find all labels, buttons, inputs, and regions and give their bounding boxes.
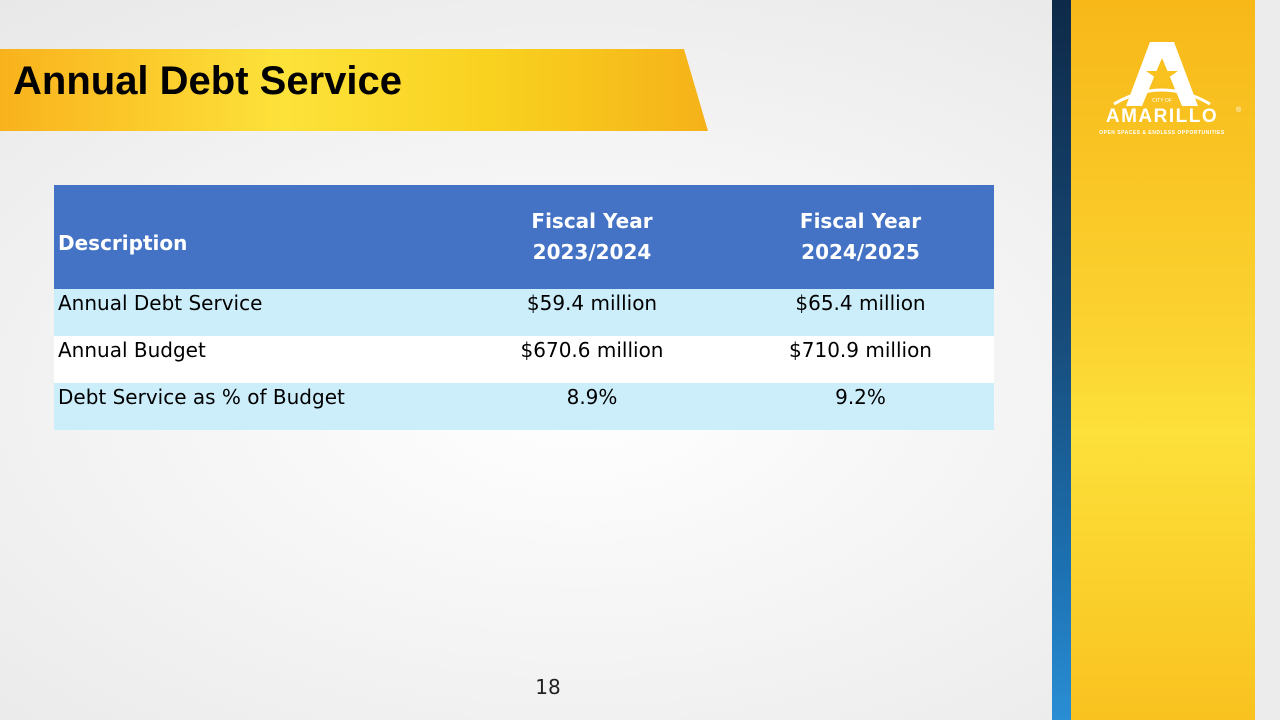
page-number: 18 [535, 675, 561, 699]
side-edge-strip [1255, 0, 1280, 720]
header-fy-2023-2024-line1: Fiscal Year [531, 209, 653, 233]
header-fy-2023-2024: Fiscal Year 2023/2024 [457, 185, 727, 289]
table-row: Annual Budget $670.6 million $710.9 mill… [54, 336, 994, 383]
header-fy-2024-2025-line1: Fiscal Year [799, 209, 922, 233]
logo-small-text: CITY OF [1152, 98, 1172, 104]
row-description: Annual Budget [54, 336, 457, 383]
logo-registered-mark: ® [1236, 107, 1242, 114]
header-fy-2023-2024-line2: 2023/2024 [532, 240, 652, 264]
row-value-fy-2023-2024: 8.9% [457, 383, 727, 430]
row-value-fy-2024-2025: $710.9 million [727, 336, 994, 383]
row-description: Annual Debt Service [54, 289, 457, 336]
title-banner [0, 49, 708, 131]
row-value-fy-2024-2025: $65.4 million [727, 289, 994, 336]
city-logo: CITY OF AMARILLO ® OPEN SPACES & ENDLESS… [1086, 40, 1246, 140]
logo-tagline: OPEN SPACES & ENDLESS OPPORTUNITIES [1099, 130, 1225, 136]
logo-wordmark: AMARILLO [1105, 106, 1219, 127]
header-fy-2024-2025: Fiscal Year 2024/2025 [727, 185, 994, 289]
row-value-fy-2023-2024: $59.4 million [457, 289, 727, 336]
row-value-fy-2023-2024: $670.6 million [457, 336, 727, 383]
debt-service-table: Description Fiscal Year 2023/2024 Fiscal… [54, 185, 994, 430]
side-accent-bar [1052, 0, 1071, 720]
header-description-label: Description [58, 230, 188, 255]
header-fy-2024-2025-line2: 2024/2025 [801, 240, 920, 264]
row-description: Debt Service as % of Budget [54, 383, 457, 430]
header-description: Description [54, 185, 457, 289]
table-row: Debt Service as % of Budget 8.9% 9.2% [54, 383, 994, 430]
slide-title: Annual Debt Service [13, 59, 403, 103]
table-row: Annual Debt Service $59.4 million $65.4 … [54, 289, 994, 336]
side-panel [1052, 0, 1280, 720]
table-header-row: Description Fiscal Year 2023/2024 Fiscal… [54, 185, 994, 289]
star-a-icon: CITY OF [1113, 42, 1211, 106]
row-value-fy-2024-2025: 9.2% [727, 383, 994, 430]
